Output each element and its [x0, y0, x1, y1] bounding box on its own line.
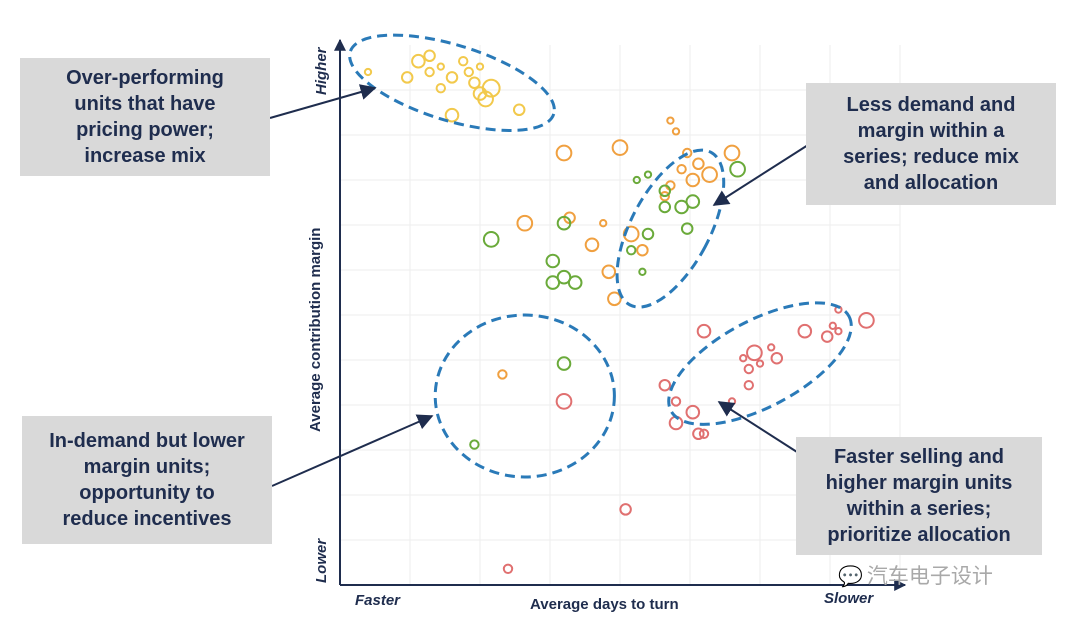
- data-point: [547, 255, 560, 268]
- data-point: [498, 370, 506, 378]
- data-point: [660, 380, 671, 391]
- data-point: [425, 68, 433, 76]
- watermark-text: 汽车电子设计: [867, 565, 993, 588]
- data-point: [799, 325, 812, 338]
- data-point: [643, 229, 654, 240]
- region-ellipses: [339, 16, 869, 477]
- data-point: [660, 186, 671, 197]
- x-tick-faster: Faster: [355, 592, 400, 609]
- data-point: [677, 165, 685, 173]
- wechat-icon: 💬: [838, 566, 863, 588]
- data-point: [514, 105, 525, 116]
- watermark: 💬 汽车电子设计: [838, 560, 993, 590]
- data-point: [725, 146, 740, 161]
- x-tick-slower: Slower: [824, 590, 873, 607]
- data-point: [470, 440, 478, 448]
- data-point: [547, 276, 560, 289]
- data-point: [586, 239, 599, 252]
- data-point: [772, 353, 783, 364]
- data-point: [627, 246, 635, 254]
- callout-over-performing: Over-performing units that have pricing …: [20, 58, 270, 176]
- data-point: [437, 84, 445, 92]
- data-point: [637, 245, 648, 256]
- y-axis-label: Average contribution margin: [307, 228, 324, 432]
- data-point: [645, 171, 651, 177]
- data-point: [424, 51, 435, 62]
- y-tick-higher: Higher: [313, 47, 330, 95]
- data-point: [558, 357, 571, 370]
- data-point: [672, 397, 680, 405]
- callout-arrow: [272, 416, 432, 486]
- data-point: [608, 293, 621, 306]
- data-point: [835, 328, 841, 334]
- callout-less-demand: Less demand and margin within a series; …: [806, 83, 1056, 205]
- region-ellipse-less-demand: [595, 134, 745, 323]
- data-point: [745, 381, 753, 389]
- data-point: [639, 269, 645, 275]
- data-point: [693, 429, 704, 440]
- data-point: [517, 216, 532, 231]
- data-point: [600, 220, 606, 226]
- data-point: [830, 323, 836, 329]
- data-point: [730, 162, 745, 177]
- data-point: [768, 344, 774, 350]
- callout-in-demand: In-demand but lower margin units; opport…: [22, 416, 272, 544]
- data-point: [469, 78, 480, 89]
- data-point: [569, 276, 582, 289]
- data-point: [740, 355, 746, 361]
- data-point: [673, 128, 679, 134]
- data-point: [402, 72, 413, 83]
- data-point: [438, 63, 444, 69]
- data-point: [365, 69, 371, 75]
- data-point: [557, 394, 572, 409]
- data-point: [603, 266, 616, 279]
- data-point: [557, 146, 572, 161]
- data-point: [484, 232, 499, 247]
- region-ellipse-in-demand-lower-margin: [435, 315, 614, 477]
- callout-arrow: [714, 145, 808, 205]
- callout-faster-selling: Faster selling and higher margin units w…: [796, 437, 1042, 555]
- x-axis-label: Average days to turn: [530, 596, 679, 613]
- data-point: [412, 55, 425, 68]
- data-point: [687, 195, 700, 208]
- data-point: [459, 57, 467, 65]
- data-point: [687, 406, 700, 419]
- data-point: [745, 365, 753, 373]
- y-tick-lower: Lower: [313, 539, 330, 583]
- data-point: [729, 398, 735, 404]
- data-point: [620, 504, 631, 515]
- data-point: [660, 202, 671, 213]
- data-point: [822, 331, 833, 342]
- data-point: [667, 117, 673, 123]
- data-point: [698, 325, 711, 338]
- data-point: [504, 565, 512, 573]
- callout-arrow: [719, 402, 797, 452]
- data-point: [693, 159, 704, 170]
- data-point: [465, 68, 473, 76]
- data-point: [447, 72, 458, 83]
